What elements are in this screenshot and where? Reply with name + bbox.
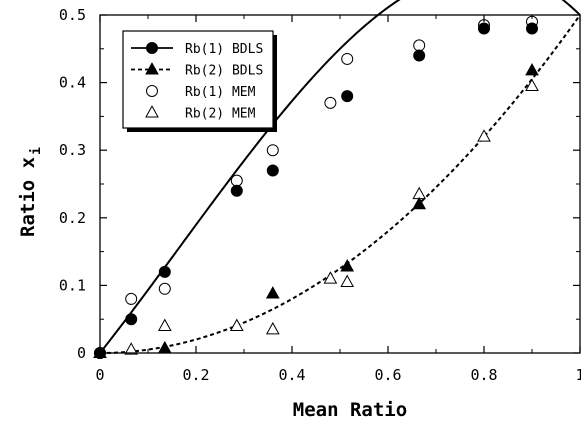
data-point — [525, 78, 539, 91]
data-point — [265, 286, 280, 299]
x-tick-label: 1 — [575, 366, 581, 384]
data-point — [525, 63, 539, 76]
data-point — [477, 129, 491, 142]
data-point — [230, 174, 243, 187]
data-point — [230, 184, 243, 197]
y-tick-label: 0.3 — [59, 141, 86, 159]
data-point — [229, 318, 244, 331]
data-point — [265, 321, 280, 335]
y-axis-label-subscript: i — [29, 147, 44, 155]
legend-label: Rb(1) BDLS — [185, 42, 263, 57]
data-point — [478, 22, 490, 35]
fit-curve-rb1 — [99, 0, 581, 354]
data-point — [157, 318, 172, 331]
y-tick-label: 0.2 — [59, 209, 86, 227]
data-point — [412, 196, 427, 210]
data-point — [266, 164, 279, 177]
x-tick-label: 0.2 — [182, 366, 209, 384]
y-tick-label: 0.4 — [59, 74, 86, 92]
axis-ticks: 0 0.2 0.4 0.6 0.8 1 0 0.1 0.2 0.3 0.4 0.5 — [59, 6, 581, 384]
data-point — [158, 282, 171, 295]
data-point — [340, 274, 355, 288]
legend-label: Rb(2) MEM — [185, 107, 256, 122]
data-point — [323, 271, 338, 284]
data-point — [125, 313, 138, 326]
data-point — [341, 52, 354, 65]
y-tick-label: 0.5 — [59, 6, 86, 24]
data-point — [158, 265, 171, 278]
legend-marker — [146, 85, 158, 97]
legend-label: Rb(1) MEM — [185, 85, 256, 100]
x-tick-label: 0.4 — [278, 366, 305, 384]
y-axis-label: Ratio x i — [17, 147, 44, 237]
y-axis-label-group: Ratio x i — [17, 147, 44, 237]
legend: Rb(1) BDLS Rb(2) BDLS Rb(1) MEM Rb(2) MEM — [122, 30, 277, 132]
y-tick-label: 0 — [77, 344, 86, 362]
data-point — [413, 49, 426, 62]
data-point — [124, 342, 139, 355]
legend-marker — [145, 62, 159, 75]
data-point — [526, 22, 538, 35]
data-point — [125, 292, 138, 305]
y-axis-label-main: Ratio x — [17, 157, 39, 237]
legend-marker — [145, 105, 159, 118]
x-tick-label: 0.6 — [374, 366, 401, 384]
x-tick-label: 0 — [95, 366, 104, 384]
x-axis-label: Mean Ratio — [293, 399, 407, 421]
x-tick-label: 0.8 — [470, 366, 497, 384]
fit-curve-rb2 — [99, 14, 581, 354]
legend-label: Rb(2) BDLS — [185, 64, 263, 79]
data-markers — [93, 15, 539, 359]
legend-items: Rb(1) BDLS Rb(2) BDLS Rb(1) MEM Rb(2) MEM — [131, 42, 263, 122]
data-point — [266, 144, 279, 157]
y-tick-label: 0.1 — [59, 276, 86, 294]
data-point — [341, 90, 354, 103]
data-point — [413, 39, 426, 52]
data-point — [340, 259, 355, 272]
fit-curves — [99, 0, 581, 354]
data-point — [324, 96, 337, 109]
legend-marker — [146, 42, 158, 54]
data-point — [157, 340, 172, 354]
